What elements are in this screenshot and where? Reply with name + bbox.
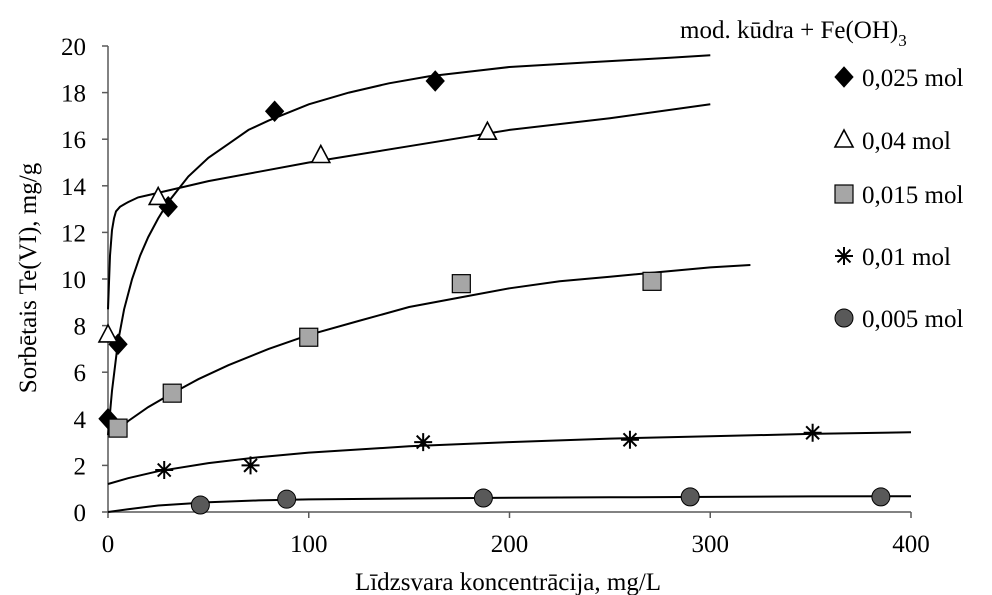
data-point-series-4 (871, 487, 891, 507)
y-tick-label: 12 (61, 220, 86, 247)
legend-title-main: mod. kūdra + Fe(OH) (680, 17, 898, 44)
x-axis-title: Līdzsvara koncentrācija, mg/L (355, 569, 661, 595)
y-tick-label: 14 (61, 174, 87, 201)
data-point-series-3 (620, 430, 639, 449)
fit-line-series-1 (107, 103, 711, 310)
y-tick-label: 20 (61, 34, 86, 61)
y-axis-title: Sorbētais Te(VI), mg/g (15, 162, 42, 393)
x-tick-label: 200 (491, 531, 529, 558)
legend-marker-series-1 (833, 128, 855, 148)
legend-marker-series-3 (835, 247, 853, 265)
data-point-series-3 (414, 433, 433, 452)
data-point-series-2 (108, 418, 128, 438)
data-point-series-0 (264, 100, 285, 122)
data-point-series-2 (299, 327, 319, 347)
legend-label-series-4: 0,005 mol (862, 306, 963, 333)
legend-marker-series-0 (834, 66, 854, 88)
x-tick-label: 400 (892, 531, 930, 558)
data-point-series-4 (473, 488, 493, 508)
y-tick-label: 10 (61, 267, 86, 294)
y-tick-label: 18 (61, 81, 86, 108)
legend-title-subscript: 3 (898, 31, 907, 50)
legend-marker-series-2 (834, 184, 854, 204)
data-point-series-1 (147, 185, 169, 206)
data-point-series-1 (97, 323, 119, 343)
data-point-series-1 (310, 143, 332, 164)
y-tick-label: 16 (61, 127, 86, 154)
y-tick-label: 8 (74, 314, 87, 341)
y-tick-label: 4 (74, 407, 87, 434)
data-point-series-3 (155, 461, 174, 480)
fit-line-series-0 (107, 54, 711, 436)
legend: mod. kūdra + Fe(OH)3 0,025 mol 0,04 mol 0,… (680, 17, 963, 333)
data-point-series-4 (190, 495, 210, 515)
x-tick-label: 0 (102, 531, 115, 558)
data-point-series-2 (162, 383, 182, 403)
data-point-series-4 (680, 487, 700, 507)
fit-line-series-3 (107, 431, 912, 485)
y-tick-label: 0 (74, 500, 87, 527)
data-point-series-0 (425, 70, 445, 92)
legend-label-series-1: 0,04 mol (862, 128, 951, 155)
legend-label-series-0: 0,025 mol (862, 65, 963, 92)
y-tick-label: 6 (74, 360, 87, 387)
fit-lines (107, 54, 912, 513)
y-tick-label: 2 (74, 453, 87, 480)
data-markers (97, 70, 891, 515)
legend-label-series-3: 0,01 mol (862, 244, 951, 271)
data-point-series-4 (277, 489, 297, 509)
x-tick-label: 300 (692, 531, 730, 558)
data-point-series-3 (241, 456, 260, 475)
legend-label-series-2: 0,015 mol (862, 182, 963, 209)
legend-title: mod. kūdra + Fe(OH)3 (680, 17, 907, 50)
data-point-series-1 (477, 120, 498, 141)
data-point-series-3 (803, 423, 822, 442)
legend-marker-series-4 (834, 308, 854, 328)
x-tick-label: 100 (290, 531, 328, 558)
fit-line-series-4 (107, 495, 912, 513)
data-point-series-2 (642, 271, 662, 291)
fit-line-series-2 (115, 264, 751, 434)
data-point-series-2 (451, 274, 471, 294)
